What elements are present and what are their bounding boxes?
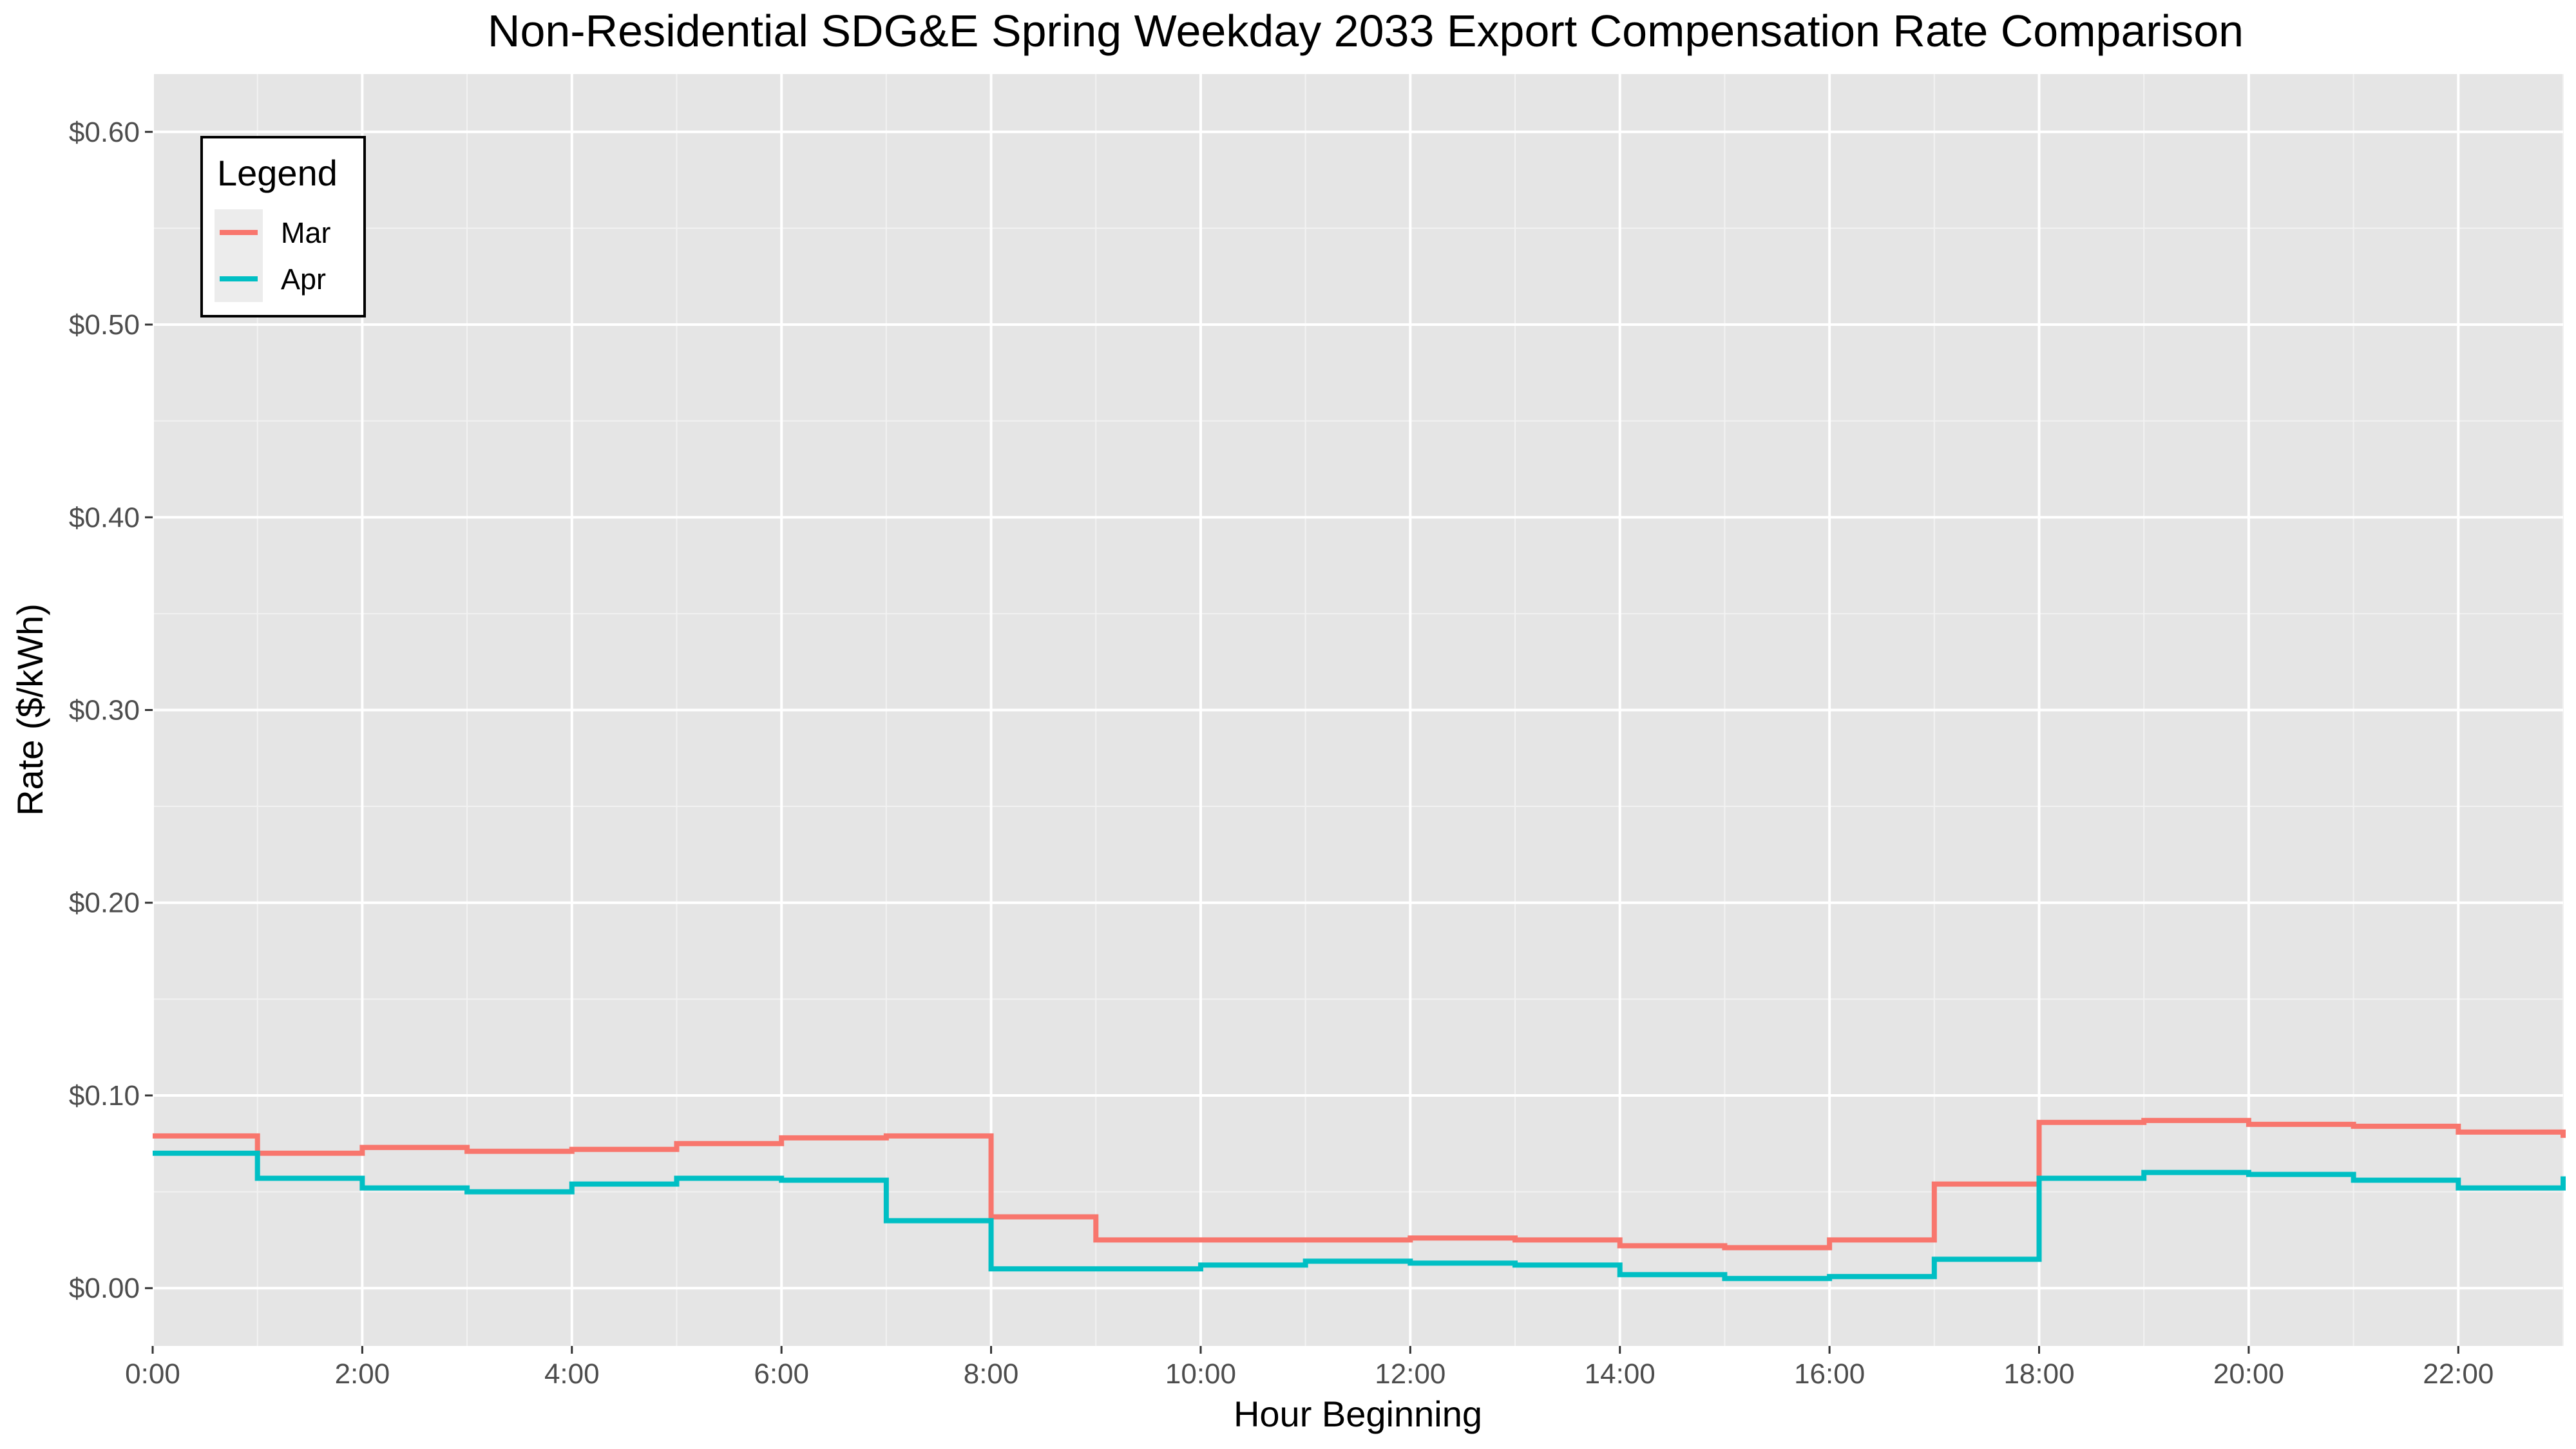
x-tick-label: 18:00: [2003, 1358, 2074, 1390]
legend-label-mar: Mar: [281, 216, 331, 249]
y-tick-label: $0.30: [69, 695, 140, 726]
x-tick-label: 14:00: [1585, 1358, 1655, 1390]
chart-title: Non-Residential SDG&E Spring Weekday 203…: [488, 6, 2244, 56]
y-tick-label: $0.60: [69, 117, 140, 148]
x-tick-label: 12:00: [1375, 1358, 1445, 1390]
x-tick-label: 16:00: [1794, 1358, 1865, 1390]
x-tick-label: 8:00: [964, 1358, 1019, 1390]
series-line-apr: [153, 1150, 2566, 1282]
y-tick-label: $0.00: [69, 1273, 140, 1304]
x-axis: 0:00 2:00 4:00 6:00 8:00 10:00 12:00 14:00 16:00…: [125, 1346, 2494, 1390]
grid-lines: [151, 74, 2564, 1346]
y-tick-label: $0.10: [69, 1080, 140, 1112]
x-tick-label: 10:00: [1165, 1358, 1236, 1390]
series-lines: [153, 1117, 2566, 1282]
legend-label-apr: Apr: [281, 263, 326, 296]
x-tick-label: 4:00: [544, 1358, 600, 1390]
y-tick-label: $0.20: [69, 887, 140, 919]
x-tick-label: 2:00: [335, 1358, 390, 1390]
x-tick-label: 6:00: [754, 1358, 809, 1390]
y-axis: $0.00 $0.10 $0.20 $0.30 $0.40 $0.50 $0.60: [69, 117, 153, 1304]
y-axis-title: Rate ($/kWh): [10, 603, 50, 816]
legend: Legend Mar Apr: [200, 136, 366, 317]
series-line-mar: [153, 1117, 2566, 1251]
x-tick-label: 22:00: [2423, 1358, 2494, 1390]
legend-title: Legend: [217, 153, 338, 193]
x-tick-label: 20:00: [2213, 1358, 2284, 1390]
x-axis-title: Hour Beginning: [1234, 1394, 1482, 1434]
y-tick-label: $0.40: [69, 502, 140, 533]
x-tick-label: 0:00: [125, 1358, 180, 1390]
y-tick-label: $0.50: [69, 309, 140, 341]
